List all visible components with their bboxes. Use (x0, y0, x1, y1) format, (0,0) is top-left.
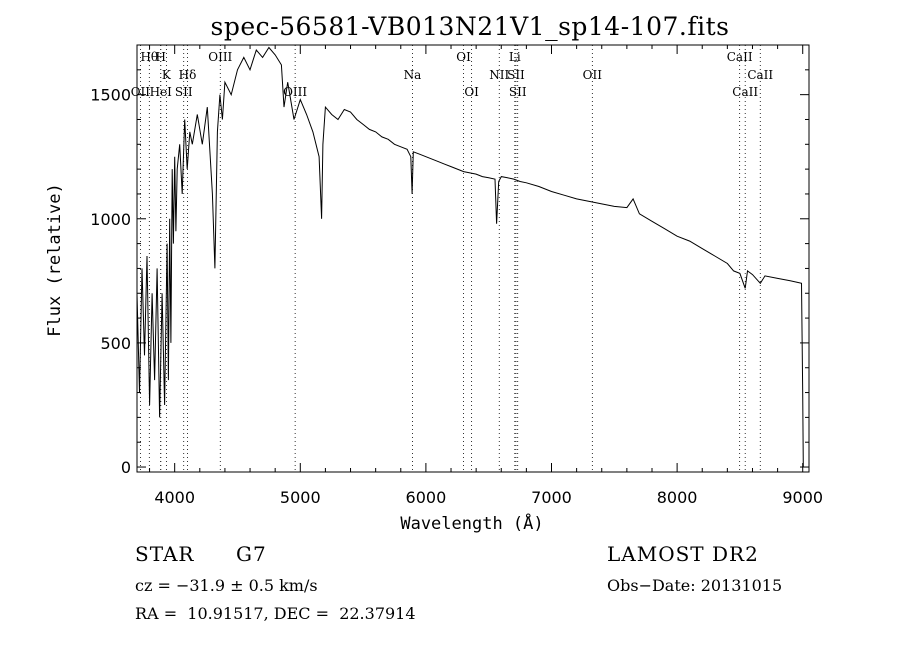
spectral-line-label: SII (507, 68, 525, 82)
y-tick-label: 500 (100, 334, 131, 353)
spectral-line-label: Hθ (140, 50, 158, 64)
spectral-line-label: SII (175, 85, 193, 99)
plot-frame (136, 44, 810, 473)
spectral-line-label: Hδ (179, 68, 197, 82)
spectral-line-label: OI (456, 50, 471, 64)
spectral-line-label: H (156, 50, 166, 64)
x-tick-label: 9000 (782, 488, 823, 507)
spectral-line-label: OI (464, 85, 479, 99)
x-tick-label: 7000 (531, 488, 572, 507)
spectral-line-label: OII (131, 85, 151, 99)
chart-title: spec-56581-VB013N21V1_sp14-107.fits (211, 12, 730, 41)
object-class: STAR (135, 542, 195, 566)
spectral-line-label: Li (509, 50, 521, 64)
spectral-line-label: OII (583, 68, 603, 82)
survey-name: LAMOST DR2 (607, 542, 759, 566)
x-tick-label: 6000 (406, 488, 447, 507)
spectral-line-label: CaII (747, 68, 773, 82)
x-axis-label: Wavelength (Å) (400, 512, 543, 534)
spectral-line-label: NII (489, 68, 509, 82)
observation-date: Obs−Date: 20131015 (607, 576, 783, 595)
x-tick-label: 4000 (154, 488, 195, 507)
x-tick-label: 5000 (280, 488, 321, 507)
spectral-line-label: K (162, 68, 172, 82)
spectral-line-label: SII (509, 85, 527, 99)
y-tick-label: 1000 (90, 210, 131, 229)
x-tick-label: 8000 (657, 488, 698, 507)
spectral-line-label: OIII (208, 50, 232, 64)
coordinates: RA = 10.91517, DEC = 22.37914 (135, 604, 416, 623)
spectral-line-label: HeI (150, 85, 173, 99)
spectral-line-label: Na (404, 68, 422, 82)
spectral-line-label: CaII (727, 50, 753, 64)
redshift-value: cz = −31.9 ± 0.5 km/s (135, 576, 318, 595)
object-subclass: G7 (236, 542, 267, 566)
y-axis-label: Flux (relative) (45, 183, 65, 337)
y-tick-label: 0 (121, 458, 131, 477)
y-tick-label: 1500 (90, 86, 131, 105)
spectrum-line (136, 46, 804, 468)
spectral-line-label: CaII (732, 85, 758, 99)
